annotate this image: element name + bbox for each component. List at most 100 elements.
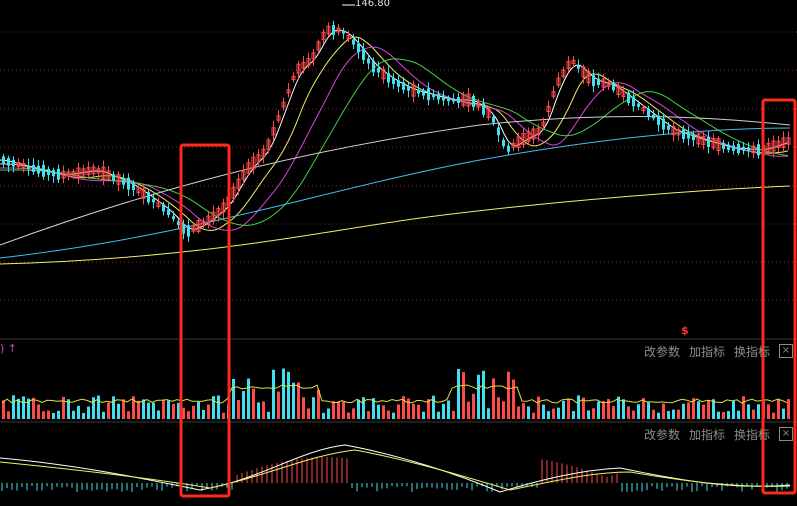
candle-body-up [511,142,516,148]
volume-bar [777,398,780,419]
modify-params-button[interactable]: 改参数 [643,344,680,359]
candle-body-down [452,98,455,102]
volume-bar [567,398,570,419]
candle-body-down [457,97,460,103]
candle-body-up [541,121,546,127]
candle-body-down [182,223,185,234]
candle-body-up [586,70,591,84]
candle-body-up [536,127,541,136]
candle-body-up [76,167,81,178]
volume-bar [447,400,450,419]
candle-body-up [766,142,771,153]
grid-lines [0,31,797,423]
candle-body-down [597,78,600,85]
volume-ma-line [1,384,788,404]
candle-body-down [577,65,580,69]
candle-body-down [162,204,165,212]
volume-bar [82,412,85,419]
volume-bar [472,393,475,419]
volume-bar [362,397,365,419]
candle-body-up [296,63,301,74]
candle-body-up [771,140,776,152]
candle-body-down [497,127,500,136]
volume-bar [167,400,170,419]
candle-body-down [152,199,155,203]
volume-bar [577,395,580,419]
volume-bar [747,404,750,419]
highlight-boxes [179,98,797,498]
volume-bar [487,408,490,419]
candle-body-down [592,74,595,87]
volume-bar [562,400,565,419]
candle-body-up [676,129,681,136]
add-indicator-button[interactable]: 加指标 [688,344,725,359]
volume-bar [187,411,190,419]
candle-body-down [682,128,685,140]
candle-body-up [301,61,306,69]
highlight-box-left [179,143,231,498]
volume-bar [437,411,440,419]
candle-body-up [786,137,791,145]
volume-bar [72,410,75,419]
volume-bar [307,408,310,419]
volume-bar [337,401,340,419]
volume-bar [332,401,335,419]
candle-body-down [442,95,445,101]
volume-bar [32,397,35,419]
close-icon[interactable]: × [779,427,793,441]
volume-bar [572,411,575,419]
candle-body-up [286,89,291,94]
switch-indicator-button[interactable]: 换指标 [733,427,770,442]
volume-bar [132,396,135,419]
volume-bar [112,396,115,419]
volume-bar [97,395,100,419]
candle-body-down [402,82,405,90]
volume-bar [717,411,720,419]
candle-body-down [437,93,440,100]
modify-params-button[interactable]: 改参数 [643,427,680,442]
candle-body-down [377,68,380,73]
volume-bar [312,397,315,419]
candle-body-down [357,43,360,52]
candle-body-up [711,138,716,149]
candle-body-up [71,170,76,176]
volume-bar [757,404,760,419]
volume-bar [482,370,485,419]
candle-body-up [411,84,416,97]
volume-bar [122,399,125,419]
volume-bar [277,391,280,419]
candle-body-down [52,170,55,177]
candle-body-down [27,165,30,169]
volume-bar [677,409,680,419]
volume-bar [397,404,400,419]
macd-histogram [1,457,788,492]
candle-body-up [521,132,526,146]
switch-indicator-button[interactable]: 换指标 [733,344,770,359]
candle-body-down [692,134,695,141]
candle-body-down [742,146,745,151]
volume-bar [632,410,635,419]
candle-body-up [776,140,781,148]
volume-bar [402,396,405,419]
volume-bar [547,411,550,419]
volume-bar [512,379,515,419]
candle-body-down [372,60,375,73]
candle-body-down [127,177,130,190]
candle-body-up [191,225,196,232]
volume-bar [147,402,150,419]
volume-bar [502,401,505,419]
volume-bars [2,368,790,419]
candle-body-up [271,127,276,136]
volume-bar [657,412,660,419]
candle-body-up [81,168,86,176]
volume-bar [357,399,360,419]
candle-body-up [251,156,256,170]
volume-bar [347,412,350,419]
candle-body-up [696,133,701,145]
volume-bar [127,411,130,419]
candle-body-down [652,114,655,119]
close-icon[interactable]: × [779,344,793,358]
candlesticks [2,20,791,242]
add-indicator-button[interactable]: 加指标 [688,427,725,442]
dif-line [0,444,791,493]
